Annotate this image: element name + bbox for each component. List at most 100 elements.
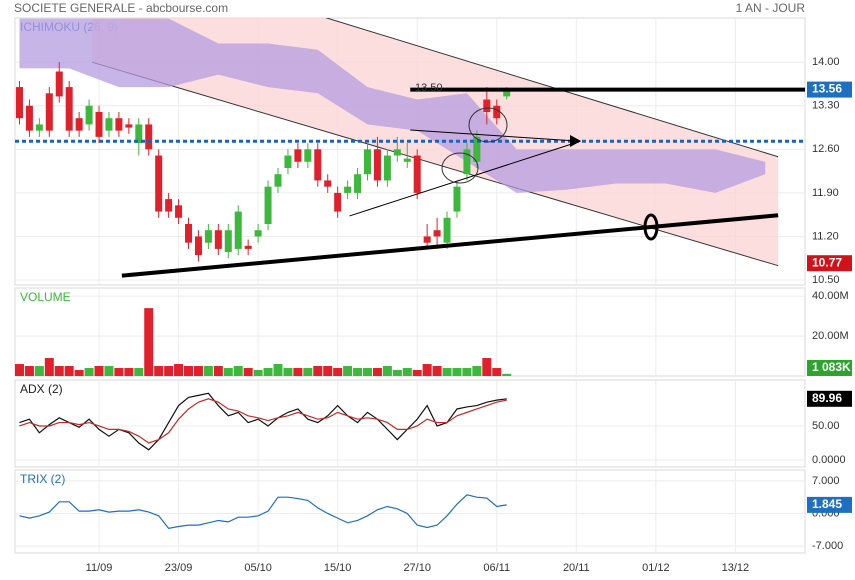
- volume-bar: [203, 366, 213, 376]
- candle-body: [85, 105, 93, 125]
- volume-bar: [353, 368, 363, 376]
- panel-title: ADX (2): [20, 382, 63, 396]
- volume-bar: [502, 373, 512, 376]
- indicator-line: [19, 392, 507, 451]
- x-tick-label: 06/11: [483, 562, 510, 574]
- volume-bar: [193, 366, 203, 376]
- y-tick-label: 40.00M: [812, 290, 849, 302]
- y-tick-label: 7.000: [812, 475, 840, 487]
- drawing-line: [121, 213, 779, 278]
- candle-body: [363, 149, 371, 175]
- candle-body: [95, 111, 103, 137]
- volume-bar: [402, 368, 412, 376]
- volume-bar: [323, 366, 333, 376]
- panel-frame: [14, 17, 806, 286]
- volume-bar: [84, 368, 94, 376]
- candle-body: [145, 124, 153, 150]
- candle-body: [443, 217, 451, 243]
- volume-bar: [492, 368, 502, 376]
- candle-body: [35, 124, 43, 131]
- volume-bar: [243, 368, 253, 376]
- candle-body: [304, 149, 312, 162]
- candle-body: [244, 245, 252, 249]
- y-tick-label: 14.00: [812, 56, 840, 68]
- y-tick-label: 10.50: [812, 274, 840, 286]
- drawing-line: [349, 140, 581, 217]
- volume-bar: [452, 368, 462, 376]
- channel-line: [91, 61, 779, 267]
- volume-bar: [54, 366, 64, 376]
- volume-bar: [362, 368, 372, 376]
- volume-bar: [144, 308, 154, 376]
- volume-bar: [64, 366, 74, 376]
- candle-body: [373, 149, 381, 181]
- volume-bar: [293, 368, 303, 376]
- volume-bar: [154, 366, 164, 376]
- indicator-line: [19, 494, 507, 530]
- volume-bar: [124, 368, 134, 376]
- candle-body: [135, 124, 143, 144]
- volume-bar: [34, 366, 44, 376]
- value-badge: [807, 360, 852, 376]
- panel-frame: [14, 287, 806, 377]
- candle-body: [75, 118, 83, 131]
- volume-bar: [283, 368, 293, 376]
- y-tick-label: 11.20: [812, 230, 839, 242]
- candle-body: [175, 205, 183, 218]
- y-tick-label: 11.90: [812, 187, 839, 199]
- value-badge-label: 13.56: [812, 82, 842, 96]
- value-badge: [807, 81, 852, 98]
- candle-body: [224, 230, 232, 253]
- candle-body: [294, 149, 302, 162]
- candle-body: [204, 230, 212, 243]
- candle-body: [55, 71, 63, 97]
- candle-body: [264, 186, 272, 225]
- volume-bar: [263, 368, 273, 376]
- candle-body: [274, 174, 282, 187]
- panel-frame: [14, 379, 806, 468]
- candle-body: [15, 87, 23, 119]
- x-tick-label: 27/10: [403, 562, 431, 574]
- candle-body: [314, 149, 322, 181]
- value-badge-label: 10.77: [812, 255, 842, 269]
- volume-bar: [273, 364, 283, 376]
- value-badge: [807, 390, 852, 407]
- volume-bar: [44, 358, 54, 376]
- panel-title: TRIX (2): [20, 472, 65, 486]
- candle-body: [403, 158, 411, 162]
- volume-bar: [482, 358, 492, 376]
- candle-body: [324, 180, 332, 187]
- candle-body: [473, 136, 481, 162]
- candle-body: [25, 105, 33, 131]
- value-badge-label: 1.845: [812, 497, 842, 511]
- volume-bar: [313, 366, 323, 376]
- annotation: 13.50: [415, 82, 443, 94]
- header-period: 1 AN - JOUR: [736, 1, 806, 15]
- panel-title: VOLUME: [20, 290, 71, 304]
- candle-body: [115, 118, 123, 131]
- volume-bar: [174, 364, 184, 376]
- candle-body: [344, 186, 352, 193]
- candle-body: [334, 192, 342, 212]
- candle-body: [45, 93, 53, 131]
- volume-bar: [104, 366, 114, 376]
- volume-bar: [223, 368, 233, 376]
- y-tick-label: 0.0000: [812, 454, 846, 466]
- value-badge: [807, 255, 852, 272]
- candle-body: [214, 230, 222, 249]
- plot-area: 13.50: [15, 18, 805, 278]
- volume-bar: [343, 366, 353, 376]
- candle-body: [165, 199, 173, 212]
- y-tick-label: 20.00M: [812, 330, 849, 342]
- x-tick-label: 20/11: [563, 562, 590, 574]
- volume-bar: [24, 366, 34, 376]
- candle-body: [284, 155, 292, 168]
- volume-bar: [303, 368, 313, 376]
- volume-bar: [392, 370, 402, 376]
- volume-bar: [442, 368, 452, 376]
- volume-bar: [372, 368, 382, 376]
- candle-body: [393, 149, 401, 156]
- value-badge: [807, 496, 852, 513]
- volume-bar: [462, 368, 472, 376]
